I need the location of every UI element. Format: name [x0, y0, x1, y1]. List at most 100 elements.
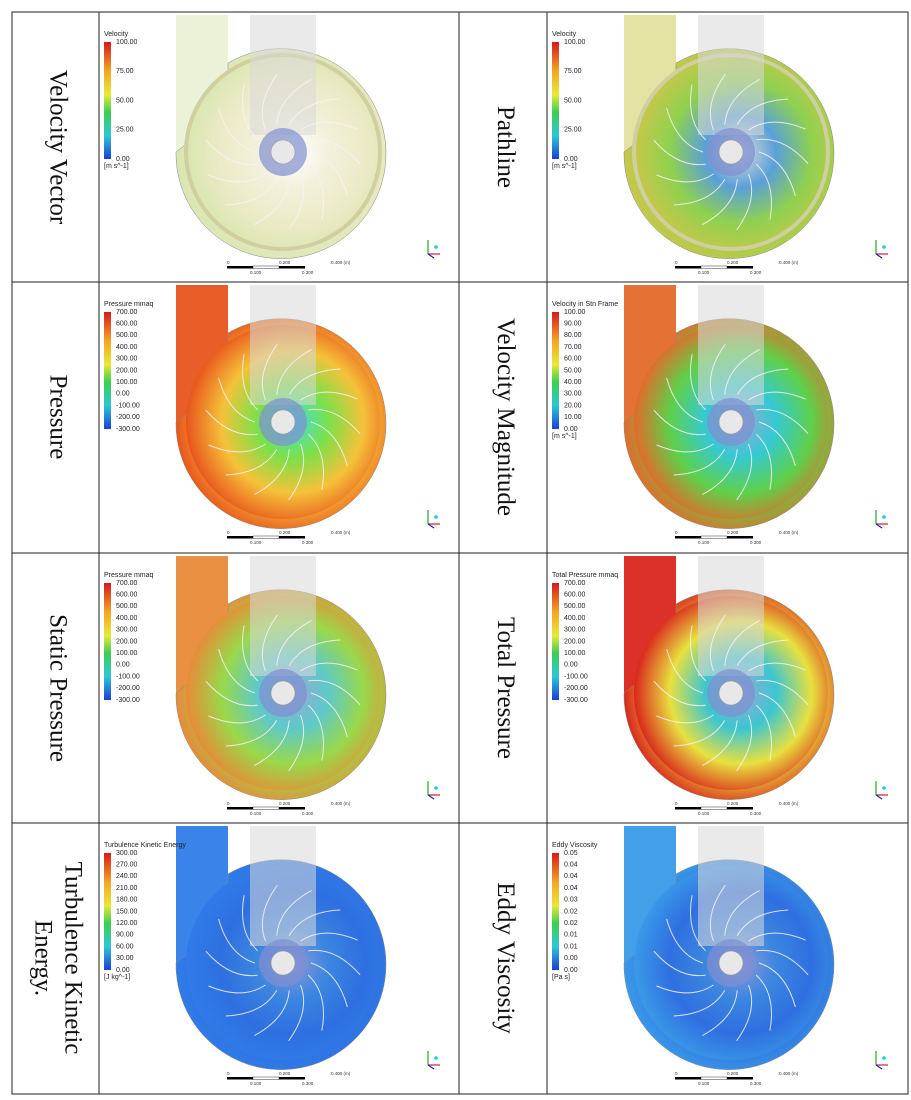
blade	[300, 662, 358, 672]
blade	[709, 73, 726, 131]
blade	[276, 348, 312, 395]
scale-label: 0.100	[250, 811, 262, 816]
legend-tick: 200.00	[116, 638, 138, 645]
scale-label: 0.400 (m)	[331, 801, 351, 806]
legend-tick: 700.00	[116, 580, 138, 587]
blade	[310, 962, 348, 1008]
axis-dot	[882, 786, 886, 790]
scale-label: 0.100	[250, 1081, 262, 1086]
scale-label: 0.300	[750, 270, 762, 275]
row-label: Velocity Vector	[44, 70, 71, 225]
blade	[736, 173, 753, 231]
blade	[261, 884, 278, 942]
blade	[288, 368, 341, 395]
hub	[270, 409, 296, 435]
scale-label: 0	[227, 530, 230, 535]
legend-tick: 100.00	[116, 650, 138, 657]
blade	[307, 704, 324, 761]
legend-tick: 100.00	[564, 650, 586, 657]
legend-title: Velocity	[104, 31, 129, 38]
legend-tick: 180.00	[116, 897, 138, 904]
legend-tick: 100.00	[116, 379, 138, 386]
scale-label: 0.100	[250, 270, 262, 275]
blade	[656, 443, 714, 453]
blade	[218, 648, 256, 694]
legend-tick: 0.01	[564, 932, 578, 939]
legend-tick: 500.00	[116, 603, 138, 610]
scale-label: 0.300	[302, 811, 314, 816]
legend-tick: 200.00	[564, 638, 586, 645]
blade	[261, 73, 278, 131]
scale-label: 0.400 (m)	[779, 530, 799, 535]
blade	[218, 918, 256, 964]
blade	[308, 679, 361, 706]
legend-tick: 300.00	[116, 356, 138, 363]
blade	[709, 614, 726, 672]
legend-bar	[104, 853, 111, 970]
legend-tick: 0.05	[564, 850, 578, 857]
blade	[758, 151, 796, 197]
legend-tick: 240.00	[116, 873, 138, 880]
legend-title: Pressure mmaq	[104, 301, 154, 308]
blade	[307, 163, 324, 220]
scale-label: 0	[227, 260, 230, 265]
axis-z	[427, 794, 435, 800]
blade	[308, 949, 361, 976]
legend-tick: 60.00	[564, 356, 582, 363]
blade	[748, 932, 806, 942]
scale-bar	[252, 1076, 280, 1080]
blade	[653, 680, 706, 707]
hub	[270, 139, 296, 165]
blade	[307, 974, 324, 1031]
blade	[276, 889, 312, 936]
legend-tick: 0.01	[564, 943, 578, 950]
blade	[748, 121, 806, 131]
legend-tick: 700.00	[564, 580, 586, 587]
scale-label: 0.400 (m)	[779, 260, 799, 265]
blade	[666, 377, 704, 423]
axis-dot	[434, 786, 438, 790]
blade	[756, 408, 809, 435]
blade	[288, 443, 305, 501]
legend-bar	[552, 312, 559, 429]
axis-dot	[434, 515, 438, 519]
inlet-pipe	[698, 15, 764, 135]
legend-tick: 25.00	[116, 127, 134, 134]
scale-bar	[727, 807, 753, 810]
blade	[300, 932, 358, 942]
blade	[205, 680, 258, 707]
legend-bar	[104, 42, 111, 159]
blade	[653, 950, 706, 977]
legend-tick: 600.00	[116, 321, 138, 328]
blade	[736, 98, 789, 125]
axis-z	[427, 523, 435, 529]
blade	[225, 720, 278, 747]
hub	[718, 409, 744, 435]
legend-title: Eddy Viscosity	[552, 842, 598, 849]
inlet-pipe	[250, 556, 316, 676]
legend-tick: 0.00	[564, 967, 578, 974]
blade	[208, 173, 266, 183]
blade	[218, 107, 256, 153]
blade	[205, 950, 258, 977]
legend-tick: 30.00	[116, 955, 134, 962]
blade	[254, 990, 290, 1036]
blade	[690, 895, 707, 952]
blade	[242, 625, 259, 682]
blade	[748, 662, 806, 672]
legend-bar	[104, 312, 111, 429]
legend-unit: [J kg^-1]	[104, 974, 130, 981]
blade	[702, 449, 738, 496]
axis-dot	[882, 1056, 886, 1060]
blade	[288, 984, 305, 1042]
blade	[653, 409, 706, 436]
legend-tick: 0.00	[564, 156, 578, 163]
scale-label: 0.200	[279, 801, 291, 806]
legend-tick: 50.00	[116, 97, 134, 104]
legend-title: Total Pressure mmaq	[552, 572, 618, 579]
row-label: Eddy Viscosity	[492, 882, 519, 1034]
